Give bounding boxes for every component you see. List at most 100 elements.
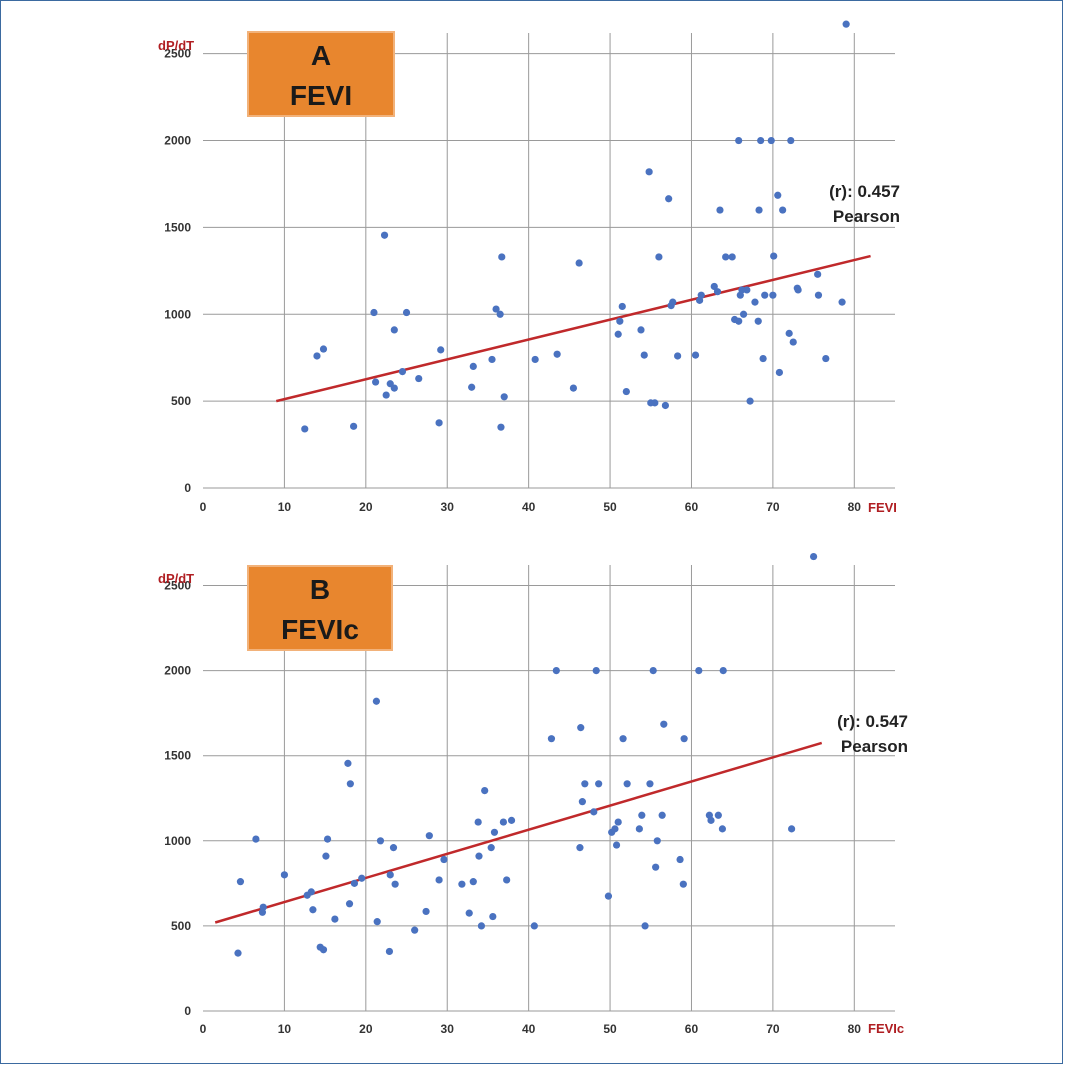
panel-b-data-point bbox=[638, 811, 646, 819]
panel-b-data-point bbox=[358, 874, 366, 882]
panel-a-y-tick-label: 500 bbox=[171, 394, 191, 408]
panel-b-data-point bbox=[578, 798, 586, 806]
panel-a-y-axis-label: dP/dT bbox=[158, 38, 194, 53]
panel-b-data-point bbox=[595, 780, 603, 788]
panel-a-data-point bbox=[779, 206, 787, 214]
panel-b-data-point bbox=[530, 922, 538, 930]
panel-a-y-tick-label: 1000 bbox=[164, 307, 191, 321]
panel-a-data-point bbox=[437, 346, 445, 354]
panel-b-data-point bbox=[490, 828, 499, 836]
panel-a-data-point bbox=[313, 352, 321, 360]
panel-b-data-point bbox=[649, 667, 657, 675]
panel-a-data-point bbox=[770, 252, 778, 260]
panel-b-data-point bbox=[487, 844, 495, 852]
panel-a-correlation-label: (r): 0.457 bbox=[829, 182, 900, 201]
panel-a-data-point bbox=[789, 338, 797, 346]
panel-a-data-point bbox=[390, 384, 398, 392]
panel-b-y-tick-label: 2000 bbox=[164, 664, 191, 678]
panel-b-data-point bbox=[309, 906, 317, 914]
panel-b-y-tick-label: 500 bbox=[171, 919, 191, 933]
panel-a-x-tick-label: 10 bbox=[278, 500, 292, 514]
panel-a-data-point bbox=[661, 401, 670, 410]
panel-a-x-tick-label: 20 bbox=[359, 500, 373, 514]
panel-b-data-point bbox=[322, 852, 330, 860]
panel-a-data-point bbox=[761, 291, 769, 299]
panel-b-x-tick-label: 10 bbox=[278, 1022, 292, 1036]
panel-b-data-point bbox=[345, 900, 354, 908]
panel-a-data-point bbox=[492, 305, 500, 313]
panel-a-data-point bbox=[622, 387, 630, 396]
panel-b-data-point bbox=[422, 907, 430, 916]
panel-b-data-point bbox=[604, 892, 613, 900]
panel-b-x-tick-label: 50 bbox=[603, 1022, 617, 1036]
panel-a-data-point bbox=[665, 195, 673, 203]
panel-b-data-point bbox=[376, 837, 385, 845]
panel-a-data-point bbox=[728, 253, 736, 261]
panel-b-data-point bbox=[641, 922, 649, 930]
panel-b-data-point bbox=[489, 912, 497, 921]
panel-b-data-point bbox=[346, 780, 354, 788]
panel-b-data-point bbox=[623, 780, 631, 788]
panel-a-data-point bbox=[787, 136, 795, 145]
panel-a-data-point bbox=[350, 422, 358, 430]
panel-a-data-point bbox=[614, 330, 622, 338]
panel-b-title-box bbox=[247, 565, 393, 651]
panel-b-y-tick-label: 1000 bbox=[164, 834, 191, 848]
panel-b-data-point bbox=[385, 947, 394, 956]
panel-a-data-point bbox=[319, 345, 328, 353]
panel-b-data-point bbox=[714, 811, 722, 819]
panel-b-x-axis-label: FEVIc bbox=[868, 1021, 904, 1036]
panel-b-y-tick-label: 1500 bbox=[164, 749, 191, 763]
panel-b-data-point bbox=[425, 832, 433, 840]
panel-a-data-point bbox=[735, 136, 743, 145]
panel-a-data-point bbox=[722, 253, 730, 261]
panel-a-data-point bbox=[669, 298, 677, 306]
panel-b-data-point bbox=[547, 735, 556, 743]
panel-b-data-point bbox=[652, 863, 660, 871]
panel-b-data-point bbox=[612, 841, 621, 849]
panel-a-data-point bbox=[794, 286, 802, 294]
panel-a-data-point bbox=[697, 291, 705, 299]
panel-b-data-point bbox=[680, 735, 688, 743]
panel-a-data-point bbox=[531, 355, 539, 364]
panel-b-data-point bbox=[635, 825, 643, 833]
panel-a-data-point bbox=[468, 383, 476, 391]
panel-b-correlation-label: (r): 0.547 bbox=[837, 712, 908, 731]
panel-a-x-tick-label: 50 bbox=[603, 500, 617, 514]
panel-a-data-point bbox=[390, 326, 398, 334]
panel-a-data-point bbox=[651, 399, 659, 407]
panel-b-data-point bbox=[646, 780, 654, 788]
panel-b-pearson-label: Pearson bbox=[841, 737, 908, 756]
panel-a-data-point bbox=[757, 136, 765, 145]
panel-b-data-point bbox=[619, 735, 627, 743]
panel-b-data-point bbox=[552, 667, 560, 675]
panel-b-data-point bbox=[458, 880, 466, 888]
panel-a-data-point bbox=[469, 362, 477, 370]
panel-b-x-tick-label: 70 bbox=[766, 1022, 780, 1036]
panel-b-y-tick-label: 0 bbox=[184, 1004, 191, 1018]
panel-a-trendline bbox=[275, 254, 871, 403]
panel-b-data-point bbox=[507, 816, 516, 824]
panel-b-data-point bbox=[477, 922, 486, 930]
panel-b-data-point bbox=[679, 880, 687, 888]
panel-a-letter: A bbox=[311, 40, 331, 71]
panel-a-data-point bbox=[618, 302, 626, 311]
panel-b-data-point bbox=[718, 825, 727, 833]
panel-b-data-point bbox=[660, 720, 668, 728]
panel-b-data-point bbox=[234, 949, 242, 957]
panel-b-data-point bbox=[350, 879, 359, 887]
panel-a-x-tick-label: 70 bbox=[766, 500, 780, 514]
panel-b-letter: B bbox=[310, 574, 330, 605]
panel-b-data-point bbox=[788, 825, 796, 833]
panel-a-y-tick-label: 2500 bbox=[164, 47, 191, 61]
panel-b-data-point bbox=[676, 855, 684, 864]
panel-b-data-point bbox=[440, 855, 448, 864]
panel-b-data-point bbox=[280, 871, 289, 879]
panel-b-data-point bbox=[474, 818, 482, 826]
panel-a-data-point bbox=[754, 317, 762, 325]
panel-b-data-point bbox=[391, 880, 399, 888]
panel-b-data-point bbox=[590, 808, 598, 816]
panel-b-data-point bbox=[435, 876, 443, 884]
panel-a-data-point bbox=[674, 352, 682, 360]
